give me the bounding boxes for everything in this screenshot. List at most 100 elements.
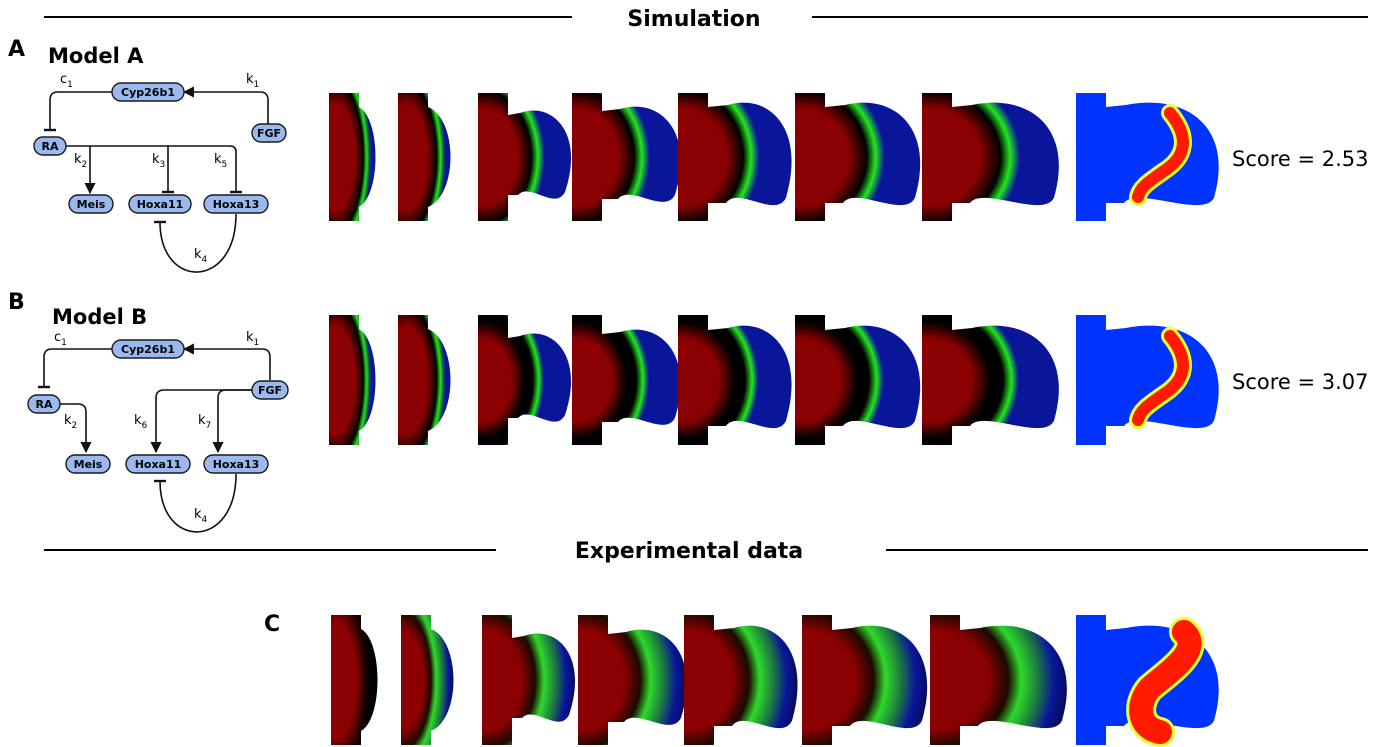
node-a-meis: Meis <box>68 194 114 214</box>
panel-a-title: Model A <box>48 44 144 68</box>
edge-b-fgf-branch <box>150 389 252 454</box>
limb-frame-1 <box>329 93 376 221</box>
limb-frame-4 <box>578 615 687 745</box>
score-map <box>1076 315 1219 445</box>
svg-text:Cyp26b1: Cyp26b1 <box>121 343 175 356</box>
label-b-k7: k7 <box>198 413 211 431</box>
limb-frame-5 <box>678 315 792 445</box>
svg-text:FGF: FGF <box>258 384 282 397</box>
limb-frame-1 <box>329 315 376 445</box>
panel-a-letter: A <box>8 37 25 62</box>
label-b-k6: k6 <box>134 413 148 431</box>
limb-bud <box>329 315 376 445</box>
limb-frame-3 <box>478 93 572 221</box>
limb-bud <box>678 93 792 221</box>
score-map <box>1076 93 1219 221</box>
limb-frame-3 <box>478 315 572 445</box>
panel-c-letter: C <box>264 612 280 637</box>
limb-frame-1 <box>331 615 378 745</box>
limb-bud <box>482 615 576 745</box>
score-band <box>1129 620 1202 744</box>
limb-frame-3 <box>482 615 576 745</box>
limb-frame-5 <box>684 615 798 745</box>
limb-bud <box>398 315 451 445</box>
limb-bud <box>578 615 687 745</box>
limb-frame-8 <box>1076 615 1219 747</box>
limb-frame-6 <box>795 93 921 221</box>
svg-text:Hoxa11: Hoxa11 <box>135 458 182 471</box>
panel-b-title: Model B <box>52 305 147 329</box>
limb-bud <box>572 315 681 445</box>
label-b-k2: k2 <box>64 413 77 431</box>
limb-bud <box>795 315 921 445</box>
score-band <box>1132 107 1189 203</box>
node-b-meis: Meis <box>65 454 111 474</box>
label-a-k4: k4 <box>194 247 208 265</box>
simulation-header: Simulation <box>44 7 1368 32</box>
experimental-title: Experimental data <box>575 539 803 564</box>
limb-frame-6 <box>795 315 921 445</box>
panel-a-score: Score = 2.53 <box>1232 147 1369 171</box>
limb-frame-5 <box>678 93 792 221</box>
svg-text:FGF: FGF <box>257 127 281 140</box>
limb-frame-4 <box>572 93 681 221</box>
edge-b-cyp-ra <box>38 348 112 389</box>
node-b-fgf: FGF <box>251 380 289 400</box>
svg-text:Hoxa13: Hoxa13 <box>213 198 260 211</box>
label-b-c1: c1 <box>54 330 67 348</box>
node-b-ra: RA <box>27 394 61 414</box>
limb-bud <box>329 93 376 221</box>
label-a-k5: k5 <box>214 152 227 170</box>
limb-bud <box>331 615 378 745</box>
score-band <box>1132 330 1189 426</box>
experimental-header: Experimental data <box>44 539 1368 564</box>
node-a-hoxa11: Hoxa11 <box>128 194 192 214</box>
label-b-k4: k4 <box>194 507 208 525</box>
limb-bud <box>478 315 572 445</box>
panel-a-network: c1 k1 k2 k3 k5 k4 Cyp26b1 FGF RA Meis <box>33 72 287 273</box>
limb-bud <box>922 315 1059 445</box>
svg-text:Meis: Meis <box>77 198 106 211</box>
simulation-title: Simulation <box>627 7 760 32</box>
panel-a-limb-row <box>329 93 1219 221</box>
node-a-fgf: FGF <box>251 123 287 143</box>
edge-a-ra-branch <box>66 145 242 194</box>
node-b-hoxa11: Hoxa11 <box>125 454 191 474</box>
limb-frame-7 <box>922 93 1059 221</box>
panel-b-network: c1 k1 k2 k6 k7 k4 Cyp26b1 FGF RA Meis <box>27 330 289 533</box>
svg-text:RA: RA <box>36 398 53 411</box>
svg-text:RA: RA <box>42 140 59 153</box>
panel-c-limb-row <box>331 615 1219 747</box>
label-a-c1: c1 <box>60 72 73 90</box>
limb-frame-8 <box>1076 315 1219 445</box>
label-b-k1: k1 <box>246 330 259 348</box>
limb-frame-2 <box>398 93 451 221</box>
limb-frame-8 <box>1076 93 1219 221</box>
label-a-k2: k2 <box>74 152 87 170</box>
edge-b-fgf-hoxa13 <box>212 389 252 454</box>
node-a-hoxa13: Hoxa13 <box>203 194 269 214</box>
edge-a-hoxa13-hoxa11 <box>153 213 237 273</box>
limb-bud <box>478 93 572 221</box>
edge-a-fgf-cyp <box>182 86 269 125</box>
panel-b-letter: B <box>8 290 25 315</box>
svg-text:Cyp26b1: Cyp26b1 <box>121 86 175 99</box>
limb-bud <box>922 93 1059 221</box>
limb-bud <box>401 615 454 745</box>
limb-frame-2 <box>401 615 454 745</box>
limb-frame-2 <box>398 315 451 445</box>
label-a-k3: k3 <box>152 152 165 170</box>
svg-text:Meis: Meis <box>74 458 103 471</box>
limb-frame-7 <box>930 615 1067 745</box>
edge-a-cyp-ra <box>44 91 112 132</box>
limb-bud <box>678 315 792 445</box>
limb-frame-4 <box>572 315 681 445</box>
svg-text:Hoxa11: Hoxa11 <box>137 198 184 211</box>
node-a-cyp26b1: Cyp26b1 <box>111 82 185 102</box>
edge-b-fgf-cyp <box>182 343 271 380</box>
limb-bud <box>684 615 798 745</box>
svg-text:Hoxa13: Hoxa13 <box>213 458 260 471</box>
panel-a: A Model A c1 k1 k2 k3 k5 k4 Cyp26b1 <box>8 37 1369 273</box>
panel-b-limb-row <box>329 315 1219 445</box>
limb-bud <box>795 93 921 221</box>
